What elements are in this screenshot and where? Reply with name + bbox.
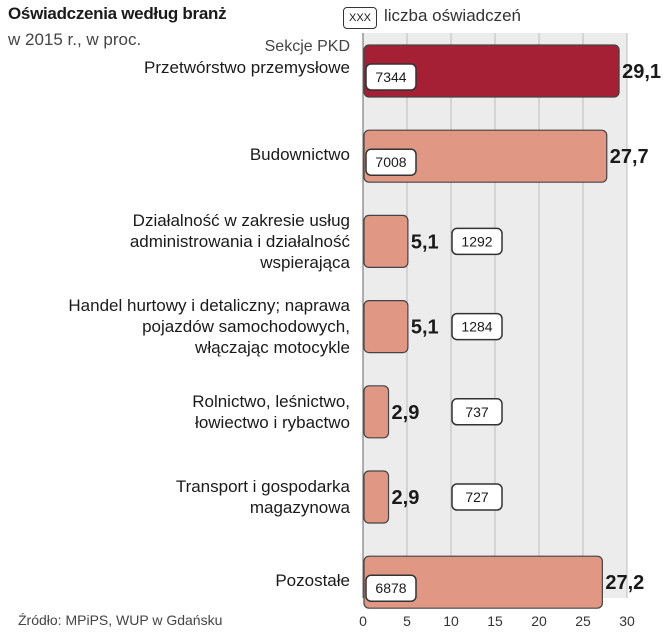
count-label: 1284 — [461, 319, 492, 335]
count-box — [451, 483, 503, 511]
category-label-line: Przetwórstwo przemysłowe — [144, 58, 350, 77]
count-label: 737 — [465, 404, 489, 420]
value-label: 29,1 — [622, 61, 661, 83]
category-label-line: Handel hurtowy i detaliczny; naprawa — [68, 296, 350, 316]
category-label-line: łowiectwo i rybactwo — [195, 412, 350, 432]
category-label-line: administrowania i działalność — [129, 231, 350, 251]
category-label-line: Pozostałe — [275, 570, 350, 590]
category-label-line: Rolnictwo, leśnictwo, — [192, 391, 350, 411]
bar — [363, 44, 620, 98]
count-label: 7344 — [375, 69, 406, 85]
count-box — [365, 574, 417, 602]
count-label: 1292 — [461, 233, 492, 249]
axis-title: Sekcje PKD — [264, 38, 350, 55]
x-tick-label: 15 — [487, 613, 503, 629]
chart-subtitle: w 2015 r., w proc. — [8, 30, 142, 49]
value-label: 27,2 — [605, 572, 644, 594]
bar — [363, 300, 409, 354]
count-label: 6878 — [375, 580, 406, 596]
category-label: Rolnictwo, leśnictwo, łowiectwo i rybactw… — [30, 391, 350, 433]
value-label: 2,9 — [392, 402, 420, 424]
value-label: 2,9 — [392, 487, 420, 509]
category-label: Pozostałe — [30, 570, 350, 591]
x-tick-label: 30 — [619, 613, 635, 629]
category-label-line: magazynowa — [249, 498, 350, 517]
category-label: Budownictwo — [30, 144, 350, 165]
bar — [363, 129, 608, 183]
legend-count-box: XXX — [343, 7, 377, 29]
count-box — [365, 63, 417, 91]
x-tick-label: 5 — [403, 613, 411, 629]
x-tick-label: 25 — [575, 613, 591, 629]
category-label: Handel hurtowy i detaliczny; naprawa poja… — [30, 295, 350, 358]
category-label-line: włączając motocykle — [195, 338, 350, 358]
count-box — [451, 398, 503, 426]
count-box — [451, 312, 503, 341]
category-label-line: pojazdów samochodowych, — [142, 317, 350, 337]
bar — [363, 555, 603, 609]
category-label: Transport i gospodarka magazynowa — [30, 476, 350, 518]
count-label: 727 — [465, 489, 489, 505]
source-note: Źródło: MPiPS, WUP w Gdańsku — [18, 612, 223, 628]
category-label-line: wspierająca — [260, 252, 350, 272]
bar — [363, 470, 390, 524]
bar — [363, 214, 409, 268]
x-tick-label: 20 — [531, 613, 547, 629]
category-label: Przetwórstwo przemysłowe — [30, 57, 350, 78]
legend-label: liczba oświadczeń — [384, 6, 522, 25]
count-box — [365, 148, 417, 176]
value-label: 5,1 — [411, 317, 439, 339]
x-tick-label: 10 — [443, 613, 459, 629]
bar — [363, 385, 390, 439]
category-label-line: Transport i gospodarka — [175, 477, 350, 496]
chart-title: Oświadczenia według branż — [8, 4, 227, 23]
category-label-line: Budownictwo — [249, 144, 350, 164]
count-box — [451, 227, 503, 256]
x-tick-label: 0 — [359, 613, 367, 629]
count-label: 7008 — [375, 154, 406, 170]
category-label: Działalność w zakresie usług administrowa… — [30, 210, 350, 273]
value-label: 27,7 — [610, 146, 649, 168]
value-label: 5,1 — [411, 231, 439, 253]
category-label-line: Działalność w zakresie usług — [132, 210, 350, 230]
